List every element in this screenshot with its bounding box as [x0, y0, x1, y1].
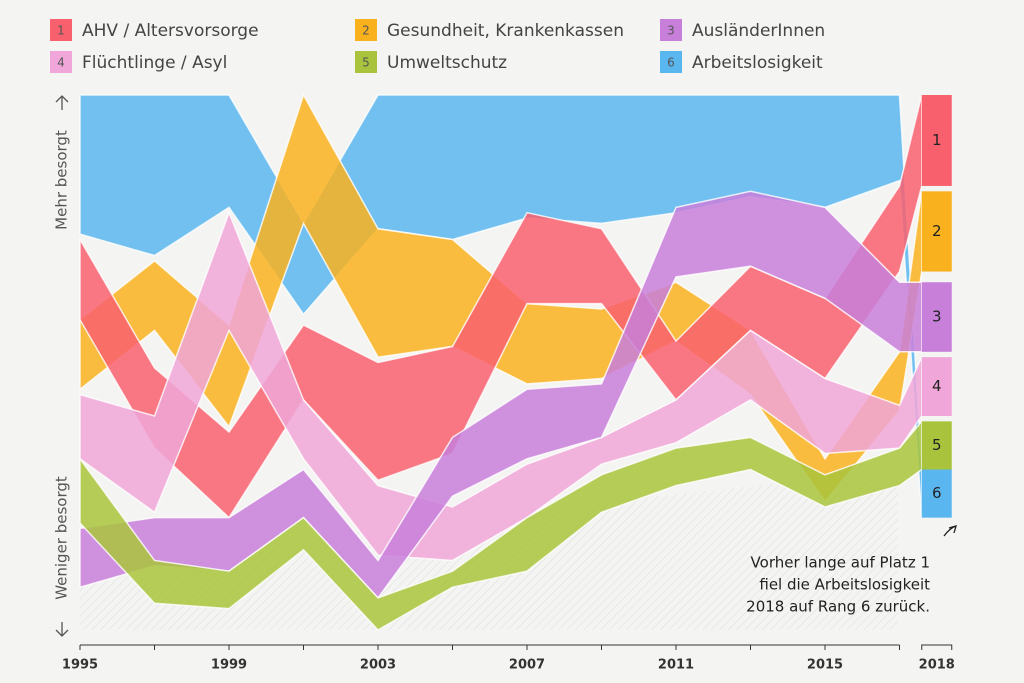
- legend-label: Flüchtlinge / Asyl: [82, 53, 227, 73]
- legend-rank: 1: [57, 24, 65, 38]
- x-tick-label: 2018: [919, 658, 955, 673]
- annotation-arrow: [943, 525, 957, 537]
- x-tick-label: 1995: [62, 658, 98, 673]
- legend-rank: 2: [362, 24, 370, 38]
- legend-swatch: [660, 51, 682, 73]
- rank-box-label: 1: [932, 131, 942, 149]
- legend-label: AusländerInnen: [692, 21, 825, 41]
- legend-label: Arbeitslosigkeit: [692, 53, 823, 73]
- annotation-line: 2018 auf Rang 6 zurück.: [746, 598, 930, 616]
- x-tick-label: 2015: [807, 658, 843, 673]
- arrow-down: [55, 622, 69, 637]
- legend-rank: 3: [667, 24, 675, 38]
- rank-box: [921, 191, 952, 272]
- rank-box-label: 6: [932, 484, 942, 502]
- rank-box-label: 4: [932, 377, 942, 395]
- legend-label: AHV / Altersvorsorge: [82, 21, 259, 41]
- annotation-line: fiel die Arbeitslosigkeit: [759, 576, 930, 594]
- x-tick-label: 1999: [211, 658, 247, 673]
- y-label-bottom: Weniger besorgt: [53, 476, 71, 600]
- rank-box-label: 2: [932, 222, 942, 240]
- legend-rank: 4: [57, 56, 65, 70]
- legend-rank: 6: [667, 56, 675, 70]
- legend-swatch: [355, 19, 377, 41]
- annotation-line: Vorher lange auf Platz 1: [751, 554, 930, 572]
- arrow-up: [55, 95, 69, 110]
- rank-box: [921, 282, 952, 352]
- legend-label: Umweltschutz: [387, 53, 507, 73]
- rank-box: [921, 357, 952, 416]
- legend-swatch: [50, 51, 72, 73]
- bands: [79, 93, 923, 631]
- annotation: Vorher lange auf Platz 1 fiel die Arbeits…: [746, 554, 930, 616]
- legend-rank: 5: [362, 56, 370, 70]
- rank-box-label: 3: [932, 308, 942, 326]
- rank-box: [921, 421, 952, 470]
- rank-box-label: 5: [932, 436, 942, 454]
- legend-swatch: [50, 19, 72, 41]
- legend-label: Gesundheit, Krankenkassen: [387, 21, 624, 41]
- x-tick-label: 2007: [509, 658, 545, 673]
- legend-swatch: [660, 19, 682, 41]
- x-bracket: [921, 644, 953, 650]
- x-tick-label: 2003: [360, 658, 396, 673]
- x-tick-label: 2011: [658, 658, 694, 673]
- y-label-top: Mehr besorgt: [53, 130, 71, 230]
- rank-box: [921, 95, 952, 186]
- rank-box: [921, 469, 952, 518]
- legend-swatch: [355, 51, 377, 73]
